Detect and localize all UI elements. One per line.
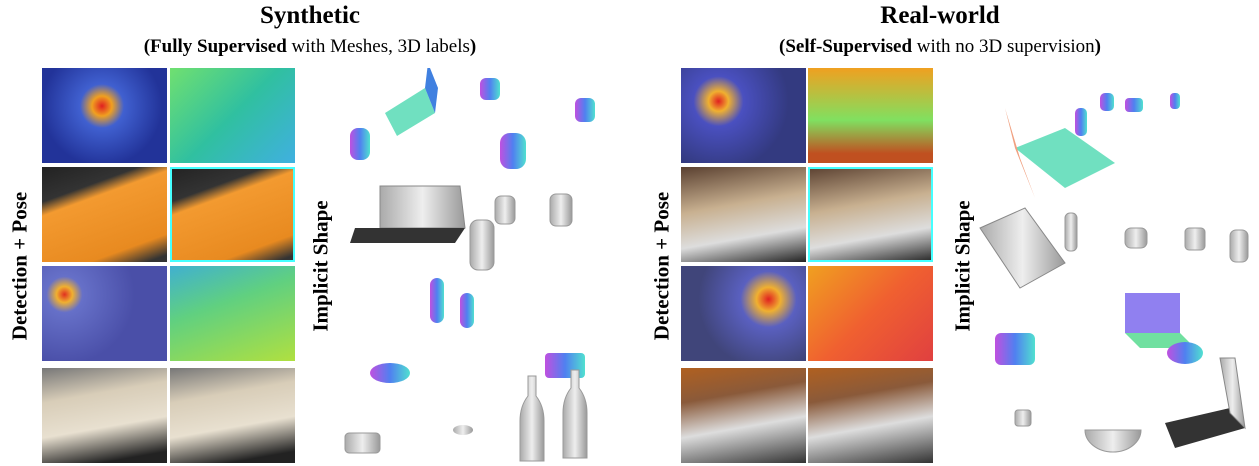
depth-image <box>170 68 295 163</box>
pose-image <box>808 167 933 262</box>
shape-renderings <box>979 93 1249 453</box>
row-label: Detection + Pose <box>649 191 674 341</box>
row-label: Detection + Pose <box>7 191 32 341</box>
panel-subtitle: (Fully Supervised with Meshes, 3D labels… <box>30 36 590 58</box>
subtitle-bold: (Self-Supervised <box>779 36 913 57</box>
panel-title: Real-world <box>880 2 1000 29</box>
heatmap-image <box>681 68 806 163</box>
subtitle-close: ) <box>1094 36 1101 57</box>
heatmap-image <box>42 68 167 163</box>
scene-image <box>681 368 806 463</box>
subtitle-text: with no 3D supervision <box>912 36 1095 57</box>
subtitle-close: ) <box>469 36 477 57</box>
subtitle-bold: (Fully Supervised <box>143 36 287 57</box>
gray-shapes <box>979 207 1249 453</box>
scene-image <box>42 368 167 463</box>
normal-shapes <box>350 68 595 383</box>
scene-image <box>42 167 167 262</box>
heatmap-image <box>42 266 167 361</box>
pose-image <box>170 167 295 262</box>
shape-label: Implicit Shape <box>308 200 333 332</box>
pose-image <box>170 368 295 463</box>
heatmap-image <box>681 266 806 361</box>
depth-image <box>170 266 295 361</box>
depth-image <box>808 266 933 361</box>
panel-title: Synthetic <box>260 2 360 29</box>
scene-image <box>681 167 806 262</box>
shape-label: Implicit Shape <box>950 200 975 332</box>
pose-image <box>808 368 933 463</box>
subtitle-text: with Meshes, 3D labels <box>286 36 470 57</box>
panel-subtitle: (Self-Supervised with no 3D supervision) <box>660 36 1220 58</box>
depth-image <box>808 68 933 163</box>
gray-shapes <box>344 185 588 462</box>
normal-shapes <box>995 93 1203 365</box>
shape-renderings <box>344 68 595 462</box>
